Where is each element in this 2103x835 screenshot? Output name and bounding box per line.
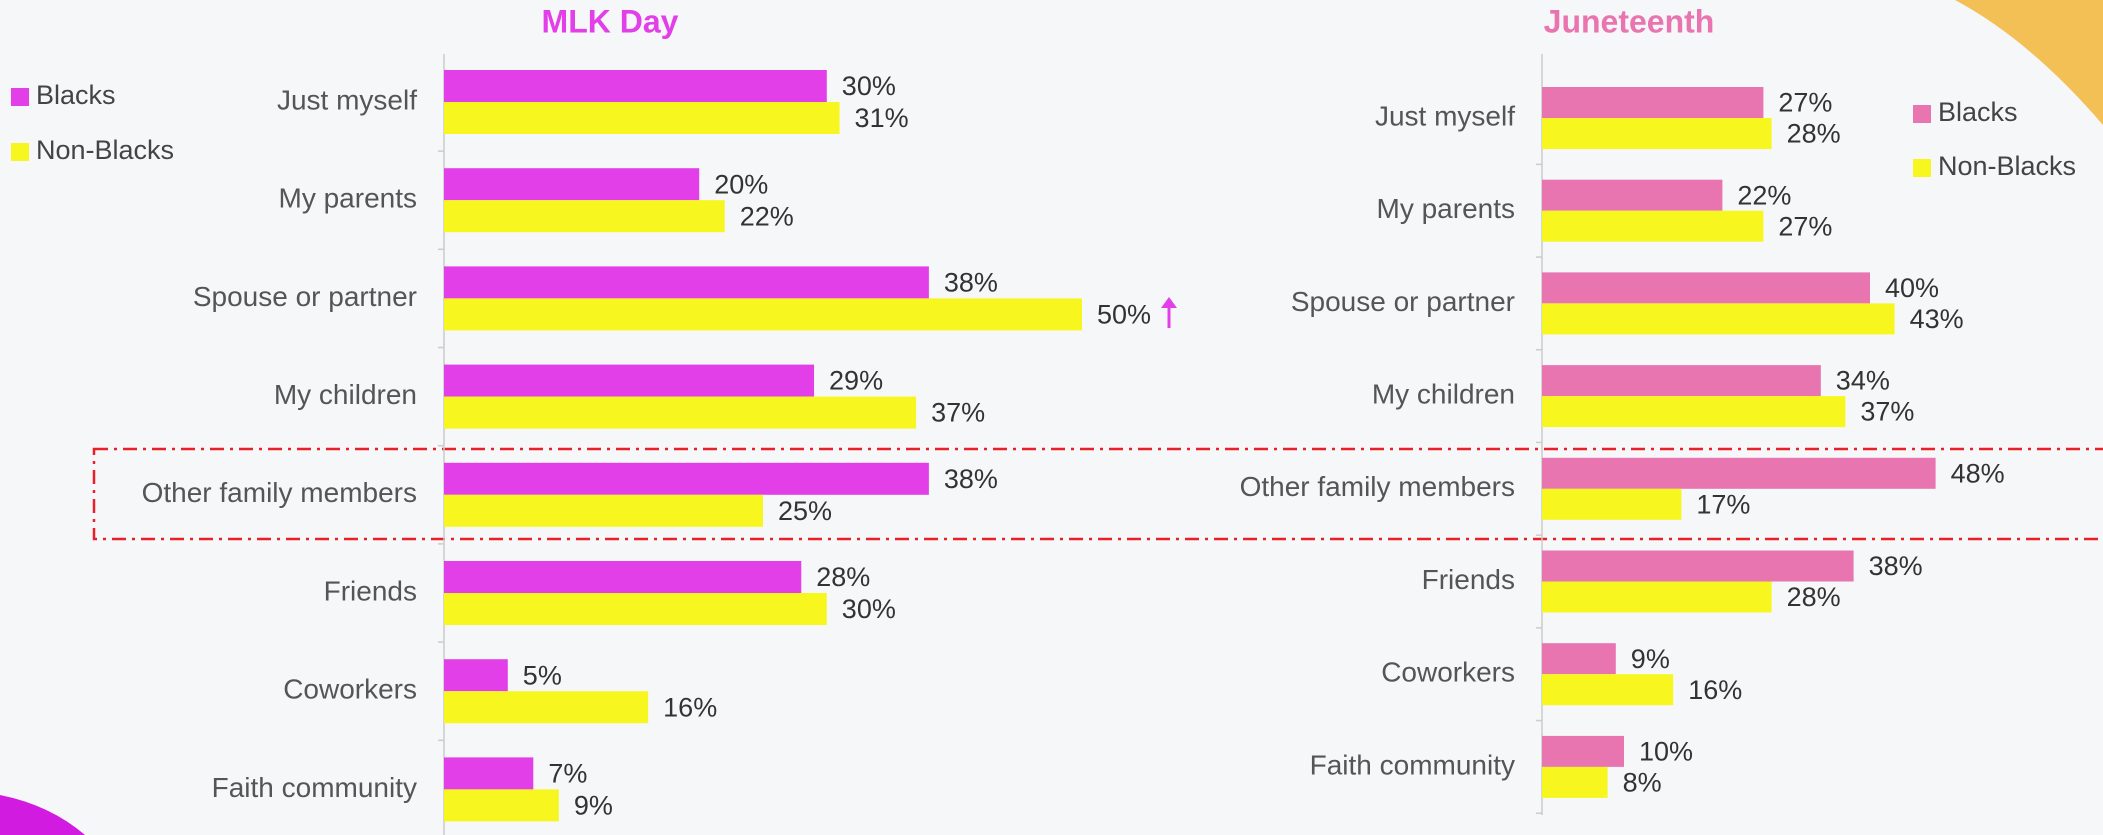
bar — [1542, 643, 1616, 674]
bar — [1542, 303, 1895, 334]
value-label: 38% — [944, 268, 998, 298]
value-label: 10% — [1639, 737, 1693, 767]
category-label: Coworkers — [1381, 657, 1515, 688]
bar — [1542, 87, 1763, 118]
value-label: 9% — [1631, 644, 1670, 674]
bar — [444, 70, 827, 102]
legend-swatch — [11, 143, 29, 161]
bar — [1542, 736, 1624, 767]
up-arrow — [1161, 297, 1177, 328]
chart: MLK DayJust myself30%31%My parents20%22%… — [0, 0, 2103, 835]
value-label: 28% — [816, 562, 870, 592]
value-label: 20% — [714, 169, 768, 199]
value-label: 28% — [1787, 582, 1841, 612]
value-label: 38% — [944, 464, 998, 494]
bar — [444, 757, 533, 789]
category-label: Coworkers — [283, 674, 417, 705]
bar — [1542, 365, 1821, 396]
value-label: 31% — [855, 103, 909, 133]
value-label: 38% — [1869, 551, 1923, 581]
value-label: 48% — [1951, 458, 2005, 488]
legend-label: Blacks — [1938, 97, 2018, 127]
value-label: 50% — [1097, 300, 1151, 330]
bar — [1542, 118, 1772, 149]
bar — [1542, 551, 1854, 582]
bar — [444, 102, 840, 134]
value-label: 30% — [842, 71, 896, 101]
bar — [1542, 211, 1763, 242]
chart-title: Juneteenth — [1544, 3, 1715, 39]
value-label: 27% — [1778, 211, 1832, 241]
category-label: Other family members — [142, 477, 417, 508]
value-label: 40% — [1885, 273, 1939, 303]
value-label: 34% — [1836, 366, 1890, 396]
value-label: 28% — [1787, 119, 1841, 149]
category-label: Faith community — [1310, 749, 1515, 780]
bar — [1542, 396, 1845, 427]
bar — [1542, 489, 1681, 520]
value-label: 16% — [1688, 675, 1742, 705]
category-label: Just myself — [1375, 100, 1515, 131]
value-label: 22% — [740, 201, 794, 231]
value-label: 9% — [574, 791, 613, 821]
category-label: My children — [274, 379, 417, 410]
legend-swatch — [1913, 105, 1931, 123]
bar — [1542, 767, 1608, 798]
corner-decoration — [0, 795, 85, 835]
value-label: 5% — [523, 660, 562, 690]
value-label: 43% — [1910, 304, 1964, 334]
value-label: 30% — [842, 594, 896, 624]
category-label: My parents — [1377, 193, 1516, 224]
bar — [1542, 272, 1870, 303]
value-label: 37% — [931, 398, 985, 428]
bar — [444, 266, 929, 298]
value-label: 29% — [829, 366, 883, 396]
category-label: My parents — [279, 183, 418, 214]
value-label: 22% — [1737, 180, 1791, 210]
arrow-head — [1161, 297, 1177, 308]
bar — [444, 168, 699, 200]
bar — [444, 495, 763, 527]
category-label: Friends — [1422, 564, 1515, 595]
page: {"chart_data": [ {"type": "bar", "title"… — [0, 0, 2103, 835]
value-label: 16% — [663, 692, 717, 722]
category-label: Spouse or partner — [193, 281, 417, 312]
chart-title: MLK Day — [542, 3, 679, 39]
bar — [444, 365, 814, 397]
value-label: 8% — [1623, 768, 1662, 798]
legend-swatch — [1913, 159, 1931, 177]
bar — [444, 691, 648, 723]
bar — [444, 397, 916, 429]
value-label: 25% — [778, 496, 832, 526]
bar — [1542, 582, 1772, 613]
bar — [1542, 180, 1722, 211]
legend-label: Non-Blacks — [36, 135, 174, 165]
value-label: 17% — [1696, 489, 1750, 519]
category-label: My children — [1372, 378, 1515, 409]
bar — [1542, 674, 1673, 705]
category-label: Faith community — [212, 772, 417, 803]
bar — [444, 298, 1082, 330]
bar — [444, 561, 801, 593]
legend-swatch — [11, 88, 29, 106]
bar — [1542, 458, 1936, 489]
bar — [444, 789, 559, 821]
category-label: Spouse or partner — [1291, 286, 1515, 317]
bar — [444, 659, 508, 691]
category-label: Just myself — [277, 84, 417, 115]
value-label: 7% — [548, 759, 587, 789]
value-label: 37% — [1860, 397, 1914, 427]
bar — [444, 463, 929, 495]
bar — [444, 593, 827, 625]
legend-label: Non-Blacks — [1938, 151, 2076, 181]
category-label: Friends — [324, 575, 417, 606]
value-label: 27% — [1778, 88, 1832, 118]
category-label: Other family members — [1240, 471, 1515, 502]
legend-label: Blacks — [36, 80, 116, 110]
bar — [444, 200, 725, 232]
